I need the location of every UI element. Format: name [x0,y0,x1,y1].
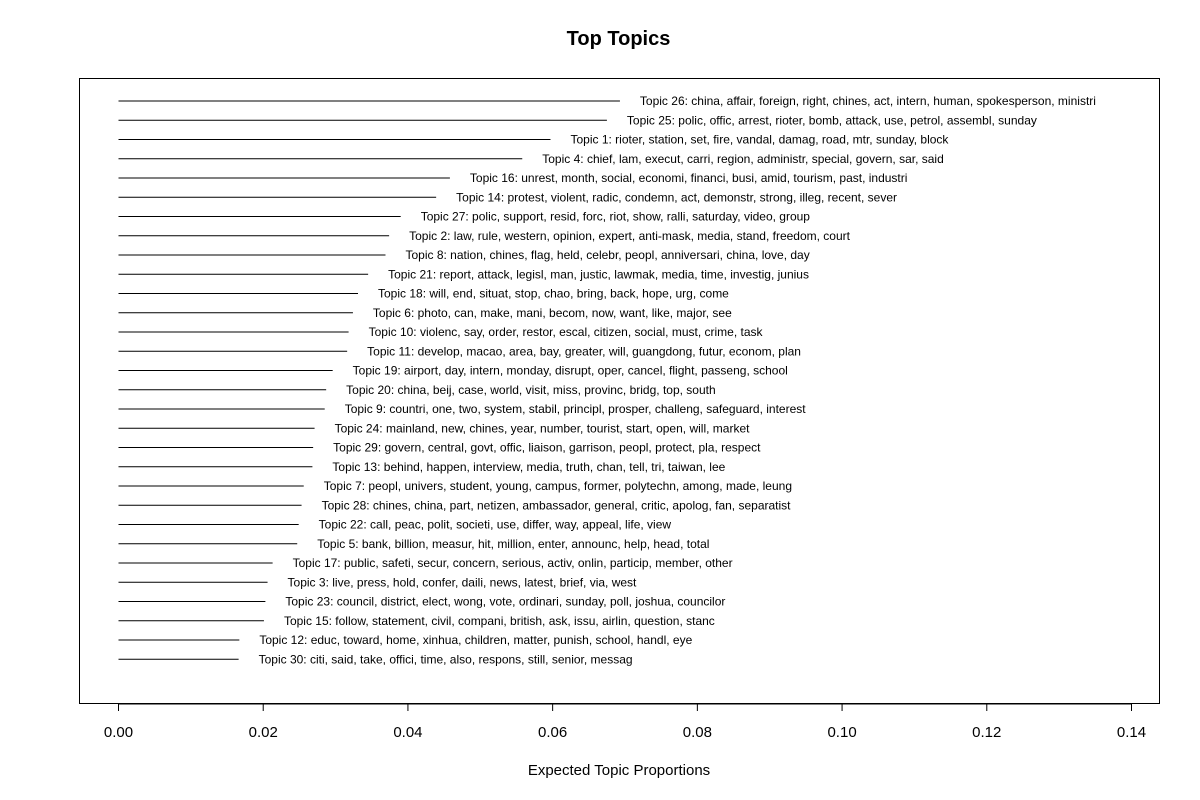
chart-title: Top Topics [566,28,671,50]
x-tick-label: 0.10 [827,724,856,741]
topic-label: Topic 17: public, safeti, secur, concern… [293,556,733,570]
topic-label: Topic 24: mainland, new, chines, year, n… [335,421,751,435]
topic-label: Topic 26: china, affair, foreign, right,… [640,94,1096,108]
topic-label: Topic 10: violenc, say, order, restor, e… [369,325,764,339]
topic-label: Topic 13: behind, happen, interview, med… [332,460,725,474]
topic-label: Topic 15: follow, statement, civil, comp… [284,614,715,628]
topic-label: Topic 16: unrest, month, social, economi… [470,171,908,185]
x-tick-label: 0.14 [1117,724,1146,741]
x-tick-label: 0.04 [393,724,422,741]
topic-label: Topic 19: airport, day, intern, monday, … [353,364,788,378]
x-axis-label: Expected Topic Proportions [528,762,710,779]
topic-label: Topic 3: live, press, hold, confer, dail… [288,575,637,589]
x-tick-label: 0.00 [104,724,133,741]
topic-label: Topic 4: chief, lam, execut, carri, regi… [542,152,944,166]
topic-label: Topic 2: law, rule, western, opinion, ex… [409,229,851,243]
topic-label: Topic 7: peopl, univers, student, young,… [324,479,792,493]
topic-label: Topic 27: polic, support, resid, forc, r… [421,210,811,224]
x-tick-label: 0.08 [683,724,712,741]
topic-label: Topic 21: report, attack, legisl, man, j… [388,267,809,281]
topic-label: Topic 30: citi, said, take, offici, time… [259,652,633,666]
topic-label: Topic 11: develop, macao, area, bay, gre… [367,344,801,358]
topic-label: Topic 14: protest, violent, radic, conde… [456,190,897,204]
bars-group: Topic 26: china, affair, foreign, right,… [118,94,1096,666]
topic-label: Topic 25: polic, offic, arrest, rioter, … [627,113,1037,127]
topic-label: Topic 12: educ, toward, home, xinhua, ch… [259,633,692,647]
x-axis: 0.00 0.02 0.04 0.06 0.08 0.10 0.12 0.14 [104,703,1146,741]
topic-label: Topic 1: rioter, station, set, fire, van… [570,133,949,147]
topic-label: Topic 28: chines, china, part, netizen, … [322,498,792,512]
topic-label: Topic 18: will, end, situat, stop, chao,… [378,287,729,301]
topic-label: Topic 22: call, peac, polit, societi, us… [319,518,672,532]
topic-label: Topic 5: bank, billion, measur, hit, mil… [317,537,709,551]
topic-label: Topic 8: nation, chines, flag, held, cel… [405,248,809,262]
topic-label: Topic 29: govern, central, govt, offic, … [333,441,761,455]
x-tick-label: 0.06 [538,724,567,741]
topic-label: Topic 20: china, beij, case, world, visi… [346,383,716,397]
x-tick-label: 0.02 [249,724,278,741]
topic-label: Topic 9: countri, one, two, system, stab… [345,402,807,416]
topic-label: Topic 6: photo, can, make, mani, becom, … [373,306,732,320]
x-tick-label: 0.12 [972,724,1001,741]
topic-label: Topic 23: council, district, elect, wong… [285,595,725,609]
